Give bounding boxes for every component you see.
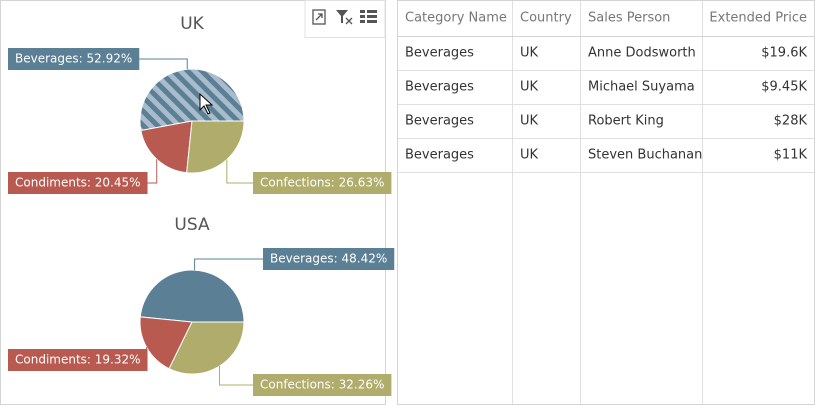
cell: $19.6K xyxy=(761,46,807,61)
column-header: Sales Person xyxy=(588,11,670,26)
cell: Robert King xyxy=(588,114,664,129)
cell: $9.45K xyxy=(761,80,807,95)
export-button[interactable] xyxy=(312,9,326,25)
cell: Beverages xyxy=(405,114,474,129)
leader-line xyxy=(139,58,188,70)
data-label: Condiments: 19.32% xyxy=(15,353,141,367)
cell: Anne Dodsworth xyxy=(588,46,696,61)
chart-title: USA xyxy=(174,215,210,235)
mouse-cursor xyxy=(199,92,214,115)
cell: UK xyxy=(520,114,539,129)
layout-button[interactable] xyxy=(360,10,377,23)
data-label: Beverages: 48.42% xyxy=(270,252,387,266)
data-label: Confections: 32.26% xyxy=(260,378,384,392)
data-label: Condiments: 20.45% xyxy=(15,176,141,190)
data-label-box xyxy=(253,172,392,194)
cell: UK xyxy=(520,80,539,95)
leader-line xyxy=(146,347,148,361)
chart-title: UK xyxy=(180,14,204,34)
data-label: Confections: 26.63% xyxy=(260,176,384,190)
data-label-box xyxy=(8,172,148,194)
cell: Michael Suyama xyxy=(588,80,695,95)
pie-slice xyxy=(139,269,245,323)
leader-line xyxy=(226,159,253,184)
column-header: Category Name xyxy=(405,11,507,26)
data-label-box xyxy=(253,374,392,396)
cell: $28K xyxy=(774,114,808,129)
leader-line xyxy=(219,366,253,386)
pie-slice xyxy=(168,321,245,375)
data-label-box xyxy=(263,248,395,270)
clear-filter-button[interactable] xyxy=(336,10,353,25)
cell: Beverages xyxy=(405,80,474,95)
cell: Beverages xyxy=(405,148,474,163)
data-label: Beverages: 52.92% xyxy=(15,52,132,66)
cell: Beverages xyxy=(405,46,474,61)
toolbar-bg xyxy=(304,0,386,38)
cell: $11K xyxy=(774,148,808,163)
leader-line xyxy=(194,258,263,271)
column-header: Extended Price xyxy=(709,11,807,26)
toolbar xyxy=(304,0,386,38)
data-label-box xyxy=(8,349,148,371)
pie-slice xyxy=(139,68,245,132)
grid-panel xyxy=(397,0,815,405)
cell: UK xyxy=(520,46,539,61)
pie-slice xyxy=(186,120,245,174)
pie-slice xyxy=(139,316,193,370)
column-header: Country xyxy=(520,11,572,26)
data-label-box xyxy=(8,48,140,70)
cell: UK xyxy=(520,148,539,163)
leader-line xyxy=(147,159,158,184)
cell: Steven Buchanan xyxy=(588,148,702,163)
